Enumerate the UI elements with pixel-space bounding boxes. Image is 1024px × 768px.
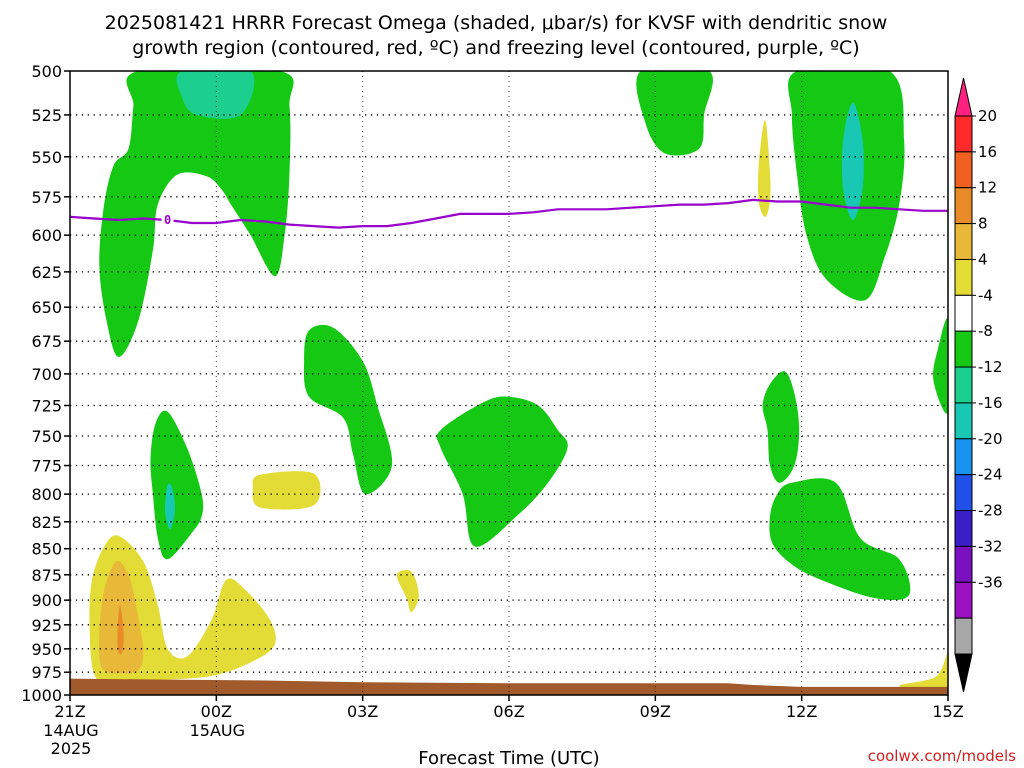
omega-region-cyan-4 [841, 102, 864, 220]
colorbar-bin-13 [954, 581, 973, 619]
omega-region-yellow-14 [396, 570, 419, 613]
y-tick-label-625: 625 [31, 263, 62, 282]
colorbar-bin-10 [954, 474, 973, 512]
y-tick-label-650: 650 [31, 298, 62, 317]
colorbar-bin-8 [954, 402, 973, 440]
colorbar-label-9: -20 [978, 430, 1003, 448]
colorbar-bin-6 [954, 330, 973, 368]
y-tick-label-975: 975 [31, 663, 62, 682]
omega-region-green-12 [933, 318, 948, 414]
colorbar-bin-9 [954, 438, 973, 476]
y-tick-label-675: 675 [31, 332, 62, 351]
omega-region-green-0 [99, 71, 294, 357]
y-tick-label-950: 950 [31, 640, 62, 659]
y-tick-label-800: 800 [31, 485, 62, 504]
colorbar-label-12: -32 [978, 537, 1003, 555]
x-tick-date-21Z: 14AUG [43, 721, 98, 740]
freezing-label-bg [161, 212, 174, 228]
chart-title-line1: 2025081421 HRRR Forecast Omega (shaded, … [105, 12, 888, 34]
x-tick-label-09Z: 09Z [640, 702, 671, 721]
x-tick-year-21Z: 2025 [51, 739, 92, 758]
omega-region-green-6 [303, 324, 393, 495]
colorbar-bin-14 [954, 617, 973, 655]
colorbar-label-0: 20 [978, 107, 997, 125]
y-tick-label-850: 850 [31, 540, 62, 559]
x-axis-label: Forecast Time (UTC) [418, 748, 599, 768]
omega-region-green-10 [762, 371, 800, 483]
y-tick-label-775: 775 [31, 457, 62, 476]
colorbar-top-arrow [954, 77, 973, 117]
x-tick-label-00Z: 00Z [201, 702, 232, 721]
y-tick-label-700: 700 [31, 365, 62, 384]
colorbar-label-3: 8 [978, 215, 988, 233]
omega-region-yellow-13 [252, 471, 321, 510]
y-tick-label-525: 525 [31, 106, 62, 125]
x-tick-label-21Z: 21Z [54, 702, 85, 721]
colorbar-bottom-arrow [954, 653, 973, 693]
y-tick-label-1000: 1000 [21, 686, 62, 705]
y-tick-label-575: 575 [31, 188, 62, 207]
x-tick-label-15Z: 15Z [932, 702, 963, 721]
colorbar-bin-5 [954, 294, 973, 332]
omega-region-cyan-8 [165, 483, 175, 530]
x-tick-label-03Z: 03Z [347, 702, 378, 721]
y-tick-label-725: 725 [31, 396, 62, 415]
colorbar-label-8: -16 [978, 394, 1003, 412]
omega-region-yellow-5 [757, 120, 771, 217]
y-tick-label-825: 825 [31, 513, 62, 532]
x-tick-label-12Z: 12Z [786, 702, 817, 721]
credit-text: coolwx.com/models [868, 747, 1016, 765]
y-tick-label-925: 925 [31, 616, 62, 635]
colorbar-bin-7 [954, 366, 973, 404]
y-tick-label-550: 550 [31, 148, 62, 167]
x-tick-date-00Z: 15AUG [190, 721, 245, 740]
colorbar-bin-1 [954, 151, 973, 189]
omega-shaded-regions [89, 71, 948, 693]
freezing-level-label: 0 [164, 213, 171, 227]
colorbar-bin-4 [954, 258, 973, 296]
colorbar-bin-12 [954, 545, 973, 583]
plot-area: 0 [69, 70, 949, 696]
chart-title-line2: growth region (contoured, red, ºC) and f… [132, 37, 859, 59]
y-tick-label-875: 875 [31, 566, 62, 585]
colorbar-label-13: -36 [978, 573, 1003, 591]
colorbar-label-1: 16 [978, 143, 997, 161]
omega-region-green-2 [636, 71, 713, 156]
colorbar: 20 16 12 8 4 -4 -8 -12 -16 -20 -24 -28 -32 -36 [954, 77, 1003, 693]
y-tick-label-750: 750 [31, 427, 62, 446]
grid-lines [70, 71, 948, 695]
freezing-level-line [70, 198, 948, 229]
colorbar-label-7: -12 [978, 358, 1003, 376]
freezing-level-group: 0 [70, 198, 948, 229]
y-axis-ticks: 500 525 550 575 600 625 650 675 700 725 750 775 800 8… [21, 62, 70, 705]
y-tick-label-600: 600 [31, 226, 62, 245]
y-tick-label-500: 500 [31, 62, 62, 81]
colorbar-label-4: 4 [978, 250, 988, 268]
omega-region-green-11 [769, 478, 911, 601]
colorbar-label-11: -28 [978, 502, 1003, 520]
colorbar-bin-11 [954, 510, 973, 547]
omega-region-orange-17 [117, 604, 124, 655]
colorbar-label-10: -24 [978, 466, 1003, 484]
colorbar-label-5: -4 [978, 286, 993, 304]
x-tick-label-06Z: 06Z [493, 702, 524, 721]
colorbar-label-2: 12 [978, 179, 997, 197]
omega-region-teal-1 [176, 71, 255, 119]
colorbar-bin-0 [954, 115, 973, 153]
omega-region-green-9 [436, 396, 568, 547]
colorbar-label-6: -8 [978, 322, 993, 340]
colorbar-bin-2 [954, 187, 973, 225]
colorbar-bin-3 [954, 223, 973, 260]
omega-region-green-7 [150, 410, 204, 560]
y-tick-label-900: 900 [31, 591, 62, 610]
omega-region-yellow-18 [899, 653, 948, 693]
